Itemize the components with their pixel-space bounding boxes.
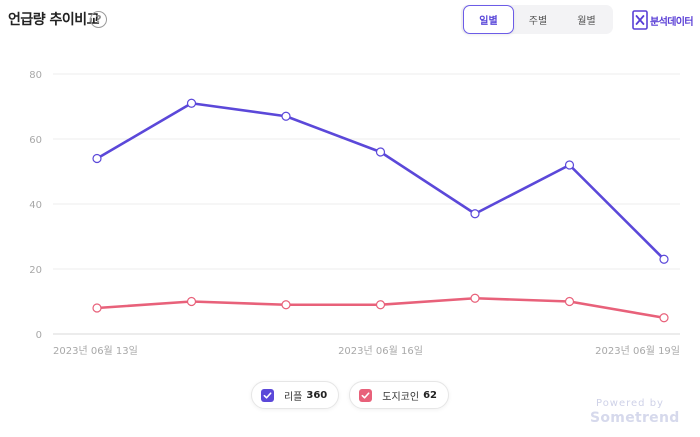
data-point[interactable]	[470, 209, 480, 219]
data-point[interactable]	[186, 98, 197, 108]
brand-logo: Sometrend	[590, 410, 680, 426]
y-tick-label: 20	[29, 265, 42, 276]
legend-count: 62	[423, 389, 437, 401]
y-tick-label: 0	[36, 330, 42, 341]
series-0	[92, 98, 669, 264]
tab-monthly[interactable]: 월별	[577, 16, 596, 27]
help-icon[interactable]: ?	[90, 11, 107, 28]
series-line	[95, 101, 666, 261]
analysis-data-button[interactable]: 분석데이터	[632, 9, 694, 31]
series-1	[92, 293, 669, 323]
tab-daily[interactable]: 일별	[463, 5, 514, 34]
grid-lines	[53, 73, 680, 335]
data-point[interactable]	[564, 160, 575, 170]
tab-weekly[interactable]: 주별	[528, 16, 548, 27]
data-point[interactable]	[281, 111, 291, 121]
data-point[interactable]	[92, 153, 102, 164]
x-tick-label: 2023년 06월 16일	[338, 345, 423, 357]
analysis-data-label: 분석데이터	[650, 16, 694, 28]
data-point[interactable]	[564, 296, 575, 307]
data-point[interactable]	[659, 254, 669, 264]
legend-name: 리플	[283, 391, 303, 403]
y-tick-label: 80	[29, 70, 42, 81]
period-selector: 일별 주별 월별	[461, 5, 613, 34]
y-tick-label: 60	[29, 135, 42, 146]
data-point[interactable]	[186, 296, 197, 307]
page-title: 언급량 추이비교	[8, 12, 100, 28]
x-tick-label: 2023년 06월 13일	[53, 345, 138, 357]
data-point[interactable]	[375, 147, 386, 157]
legend-item-dogecoin[interactable]: 도지코인 62	[349, 381, 449, 409]
powered-by-label: Powered by	[596, 398, 664, 409]
data-point[interactable]	[375, 300, 386, 310]
y-axis-ticks: 0 20 40 60 80	[29, 70, 42, 341]
x-tick-label: 2023년 06월 19일	[595, 345, 680, 357]
excel-icon	[632, 10, 648, 30]
y-tick-label: 40	[29, 200, 42, 211]
legend-count: 360	[306, 389, 328, 401]
series-lines	[92, 98, 669, 323]
x-axis-ticks: 2023년 06월 13일 2023년 06월 16일 2023년 06월 19일	[53, 345, 680, 357]
checkbox-icon[interactable]	[260, 388, 274, 402]
data-point[interactable]	[470, 293, 480, 303]
legend: 리플 360 도지코인 62	[0, 381, 700, 409]
checkbox-icon[interactable]	[359, 388, 373, 402]
data-point[interactable]	[92, 303, 102, 313]
data-point[interactable]	[659, 313, 669, 323]
legend-item-ripple[interactable]: 리플 360	[250, 381, 340, 409]
data-point[interactable]	[281, 300, 291, 310]
legend-name: 도지코인	[382, 391, 420, 403]
